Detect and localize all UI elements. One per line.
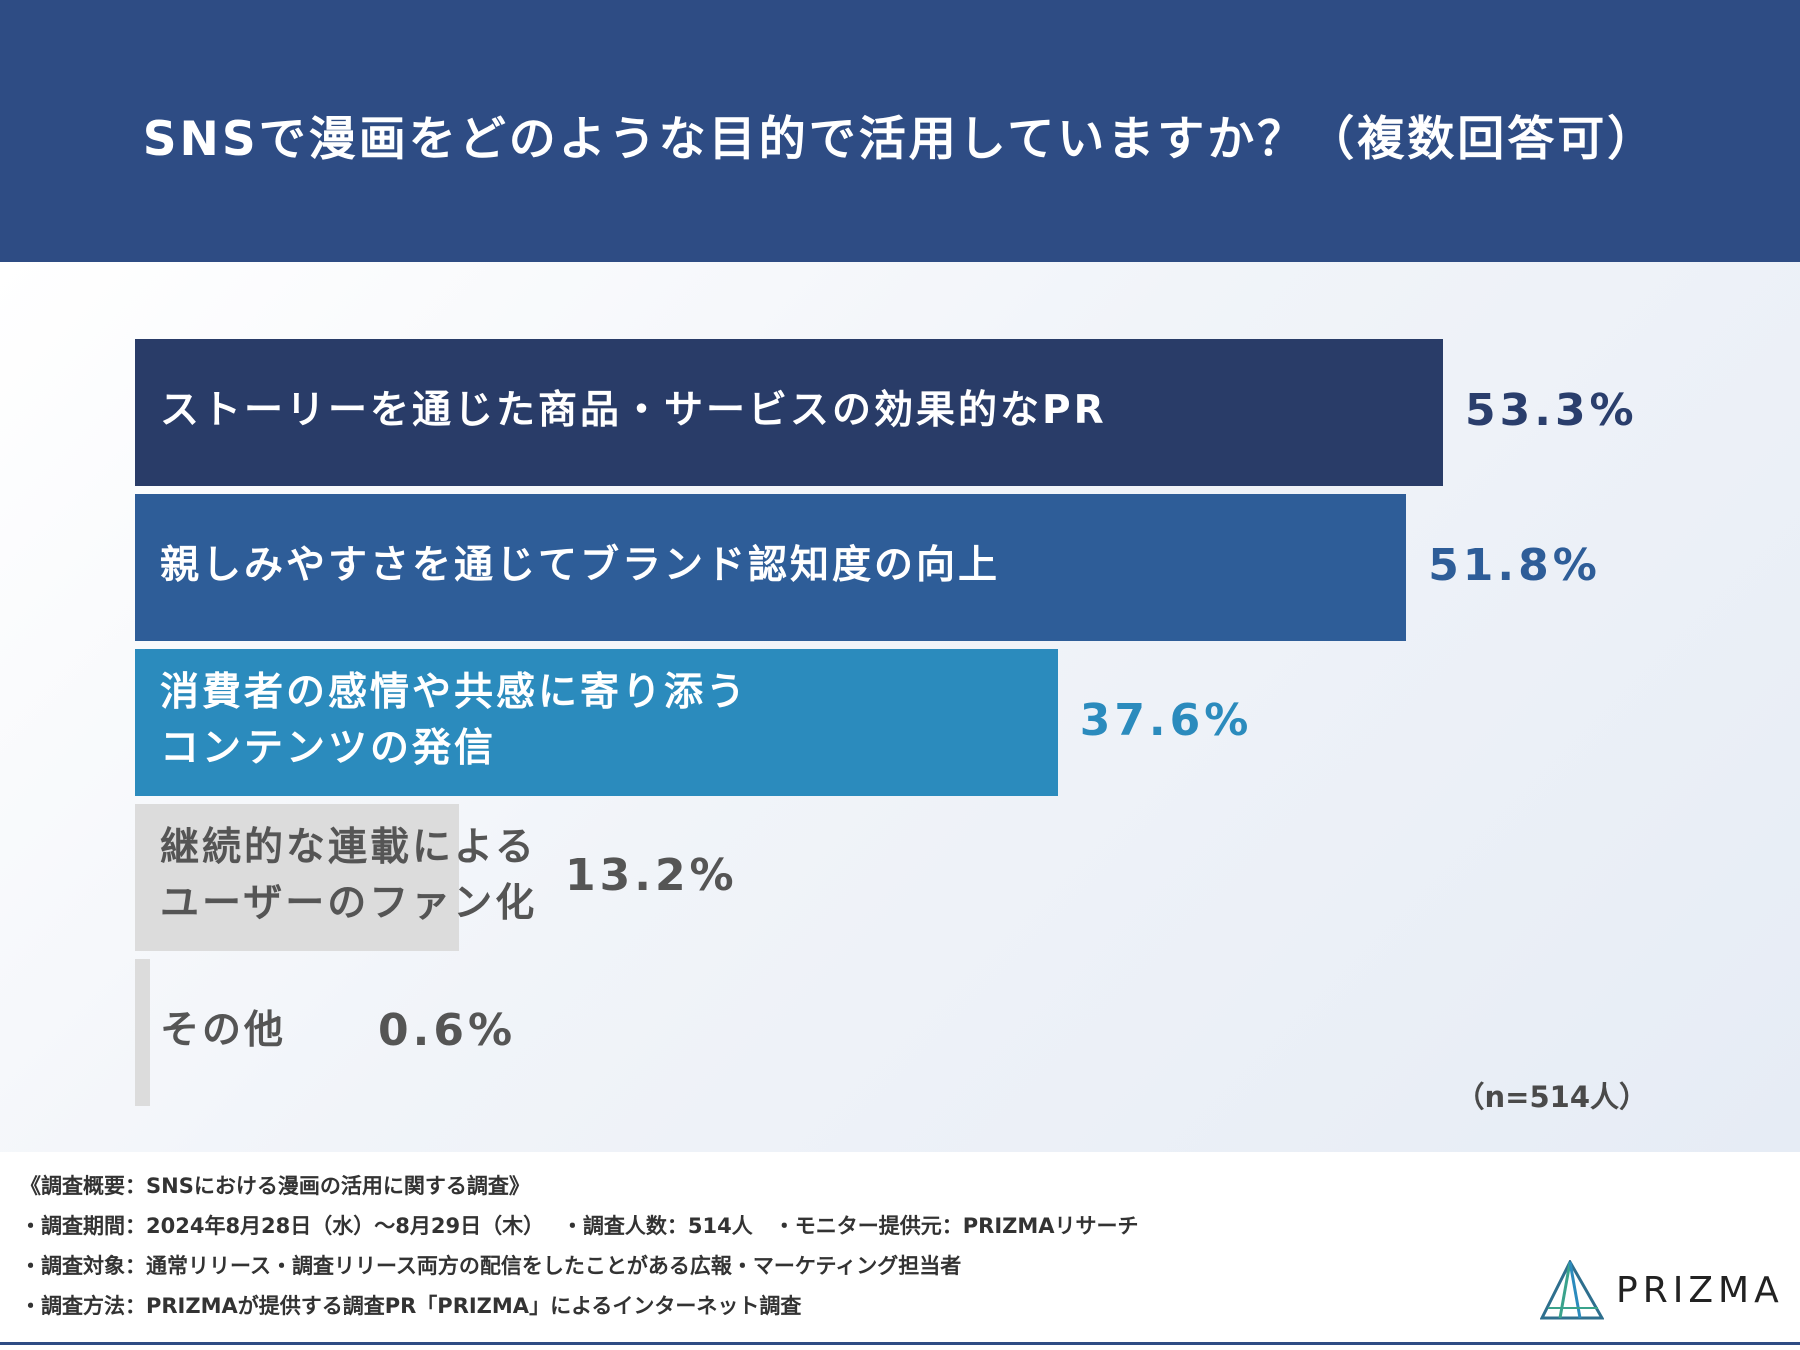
- bar-4: [135, 804, 459, 951]
- bar-2: [135, 494, 1407, 641]
- logo-text: PRIZMA: [1616, 1270, 1784, 1311]
- bar-5: [135, 959, 150, 1106]
- prizma-triangle-logo-icon: [1540, 1260, 1604, 1320]
- footer-survey-method: ・調査方法：PRIZMAが提供する調査PR「PRIZMA」によるインターネット調…: [20, 1294, 802, 1318]
- bar-value-3: 37.6%: [1079, 694, 1253, 746]
- footer-survey-title: 《調査概要：SNSにおける漫画の活用に関する調査》: [20, 1174, 530, 1198]
- bar-label-1: ストーリーを通じた商品・サービスの効果的なPR: [160, 387, 1107, 433]
- sample-size-note: （n=514人）: [1455, 1080, 1648, 1114]
- prizma-logo: PRIZMA: [1540, 1260, 1780, 1320]
- chart-area: ストーリーを通じた商品・サービスの効果的なPR 53.3% 親しみやすさを通じてブラ…: [0, 262, 1800, 1152]
- bar-chart: ストーリーを通じた商品・サービスの効果的なPR 53.3% 親しみやすさを通じてブラ…: [0, 262, 1800, 1152]
- bar-label-4: 継続的な連載による ユーザーのファン化: [160, 824, 538, 926]
- bar-3: [135, 649, 1058, 796]
- bar-label-2: 親しみやすさを通じてブランド認知度の向上: [160, 542, 1001, 588]
- bar-value-2: 51.8%: [1428, 539, 1601, 591]
- bar-1: [135, 339, 1443, 486]
- bar-value-5: 0.6%: [378, 1004, 517, 1056]
- chart-title: SNSで漫画をどのような目的で活用していますか？（複数回答可）: [142, 112, 1658, 167]
- bar-label-3: 消費者の感情や共感に寄り添う コンテンツの発信: [160, 669, 749, 771]
- bar-label-5: その他: [160, 1007, 287, 1053]
- bar-value-1: 53.3%: [1465, 384, 1638, 436]
- footer-survey-target: ・調査対象：通常リリース・調査リリース両方の配信をしたことがある広報・マーケティ…: [20, 1254, 962, 1278]
- footer-rule: [0, 1342, 1800, 1345]
- survey-footer: 《調査概要：SNSにおける漫画の活用に関する調査》 ・調査期間：2024年8月2…: [0, 1152, 1800, 1350]
- footer-survey-period: ・調査期間：2024年8月28日（水）～8月29日（木） ・調査人数：514人 …: [20, 1214, 1139, 1238]
- title-banner: SNSで漫画をどのような目的で活用していますか？（複数回答可）: [0, 0, 1800, 262]
- bar-value-4: 13.2%: [565, 849, 738, 901]
